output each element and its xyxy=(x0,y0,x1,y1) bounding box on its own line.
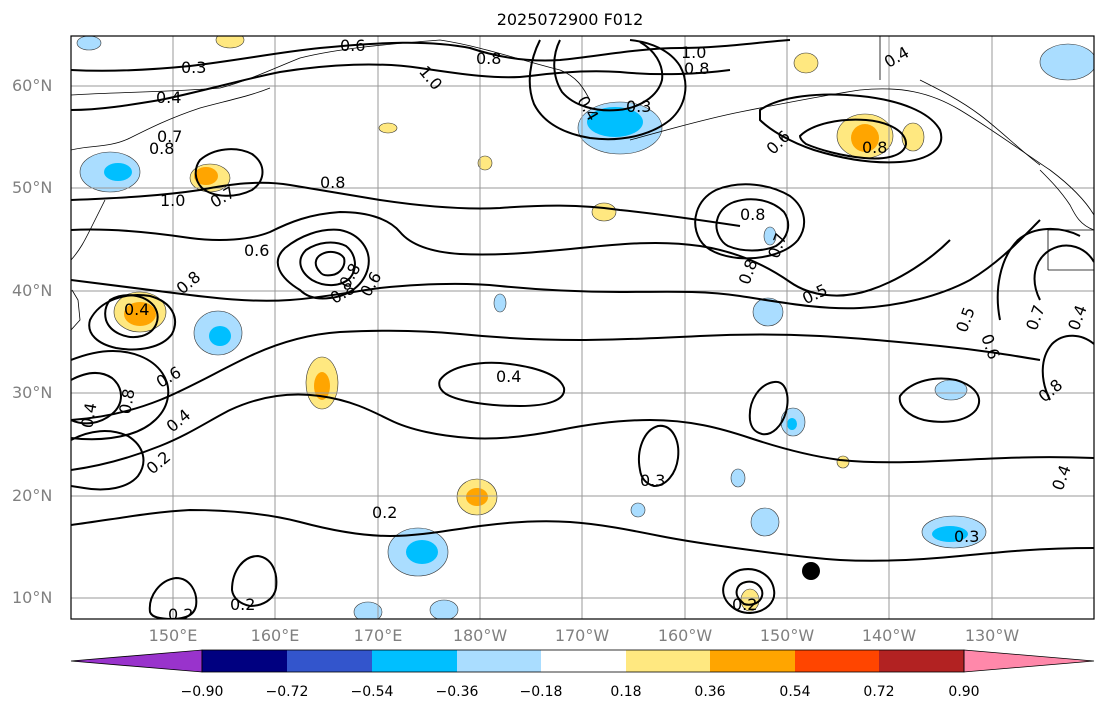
colorbar-segment xyxy=(541,650,626,672)
colorbar-tick-label: −0.54 xyxy=(350,684,394,700)
contour-label: 0.8 xyxy=(476,49,501,68)
contour-label: 0.7 xyxy=(157,127,182,146)
contour-label: 0.8 xyxy=(740,205,765,224)
colorbar-tick-label: −0.72 xyxy=(265,684,309,700)
contour-label: 0.4 xyxy=(77,401,100,429)
shaded-anomalies xyxy=(76,36,1094,619)
lon-label: 150°E xyxy=(148,626,198,645)
lon-label: 170°E xyxy=(353,626,403,645)
colorbar-segment xyxy=(457,650,541,672)
colorbar-segment xyxy=(710,650,795,672)
colorbar-segment xyxy=(963,649,1095,673)
colorbar-segment xyxy=(795,650,879,672)
colorbar-tick-label: −0.18 xyxy=(519,684,563,700)
colorbar-segment xyxy=(879,650,964,672)
lat-label: 10°N xyxy=(12,588,53,607)
lat-label: 30°N xyxy=(12,383,53,402)
contour-lines xyxy=(71,39,1094,619)
colorbar-tick-label: 0.54 xyxy=(779,684,811,700)
colorbar-tick-label: 0.90 xyxy=(948,684,980,700)
lon-label: 160°E xyxy=(250,626,300,645)
contour-label: 0.3 xyxy=(181,58,206,77)
lon-label: 180°W xyxy=(452,626,508,645)
lon-label: 150°W xyxy=(759,626,815,645)
colorbar-tick-label: 0.18 xyxy=(610,684,642,700)
contour-label: 0.8 xyxy=(862,138,887,157)
lat-label: 40°N xyxy=(12,281,53,300)
colorbar-segment xyxy=(202,650,287,672)
contour-label: 0.2 xyxy=(372,503,397,522)
contour-label: 0.2 xyxy=(732,595,757,614)
map-frame xyxy=(70,35,1095,620)
contour-label: 0.2 xyxy=(168,605,193,624)
contour-label: 0.6 xyxy=(244,241,269,260)
contour-label: 1.0 xyxy=(160,191,185,210)
colorbar xyxy=(70,649,1095,673)
lat-label: 50°N xyxy=(12,178,53,197)
contour-label: 0.4 xyxy=(124,300,149,319)
contour-label: 0.2 xyxy=(230,595,255,614)
contour-label: 0.8 xyxy=(149,139,174,158)
lat-label: 60°N xyxy=(12,76,53,95)
colorbar-tick-label: 0.36 xyxy=(694,684,726,700)
contour-label: 0.8 xyxy=(684,59,709,78)
contour-label: 0.3 xyxy=(640,471,665,490)
contour-label: 0.8 xyxy=(115,387,138,415)
colorbar-segment xyxy=(626,650,710,672)
contour-label: 1.0 xyxy=(681,43,706,62)
contour-label: 0.3 xyxy=(954,527,979,546)
contour-label: 0.3 xyxy=(626,97,651,116)
map-title: 2025072900 F012 xyxy=(496,10,644,29)
colorbar-tick-label: −0.36 xyxy=(435,684,479,700)
colorbar-tick-label: 0.72 xyxy=(863,684,895,700)
colorbar-segment xyxy=(372,650,457,672)
gridlines xyxy=(71,36,1094,619)
lon-label: 160°W xyxy=(657,626,713,645)
location-marker xyxy=(802,562,820,580)
contour-label: 0.6 xyxy=(340,36,365,55)
lon-label: 170°W xyxy=(554,626,610,645)
contour-label: 0.8 xyxy=(320,173,345,192)
lon-label: 130°W xyxy=(964,626,1020,645)
lon-label: 140°W xyxy=(861,626,917,645)
colorbar-segment xyxy=(70,649,203,673)
coastlines xyxy=(71,36,1094,331)
colorbar-segment xyxy=(287,650,372,672)
lat-label: 20°N xyxy=(12,486,53,505)
colorbar-tick-label: −0.90 xyxy=(180,684,224,700)
contour-label: 0.4 xyxy=(156,88,181,107)
contour-label: 0.4 xyxy=(496,367,521,386)
